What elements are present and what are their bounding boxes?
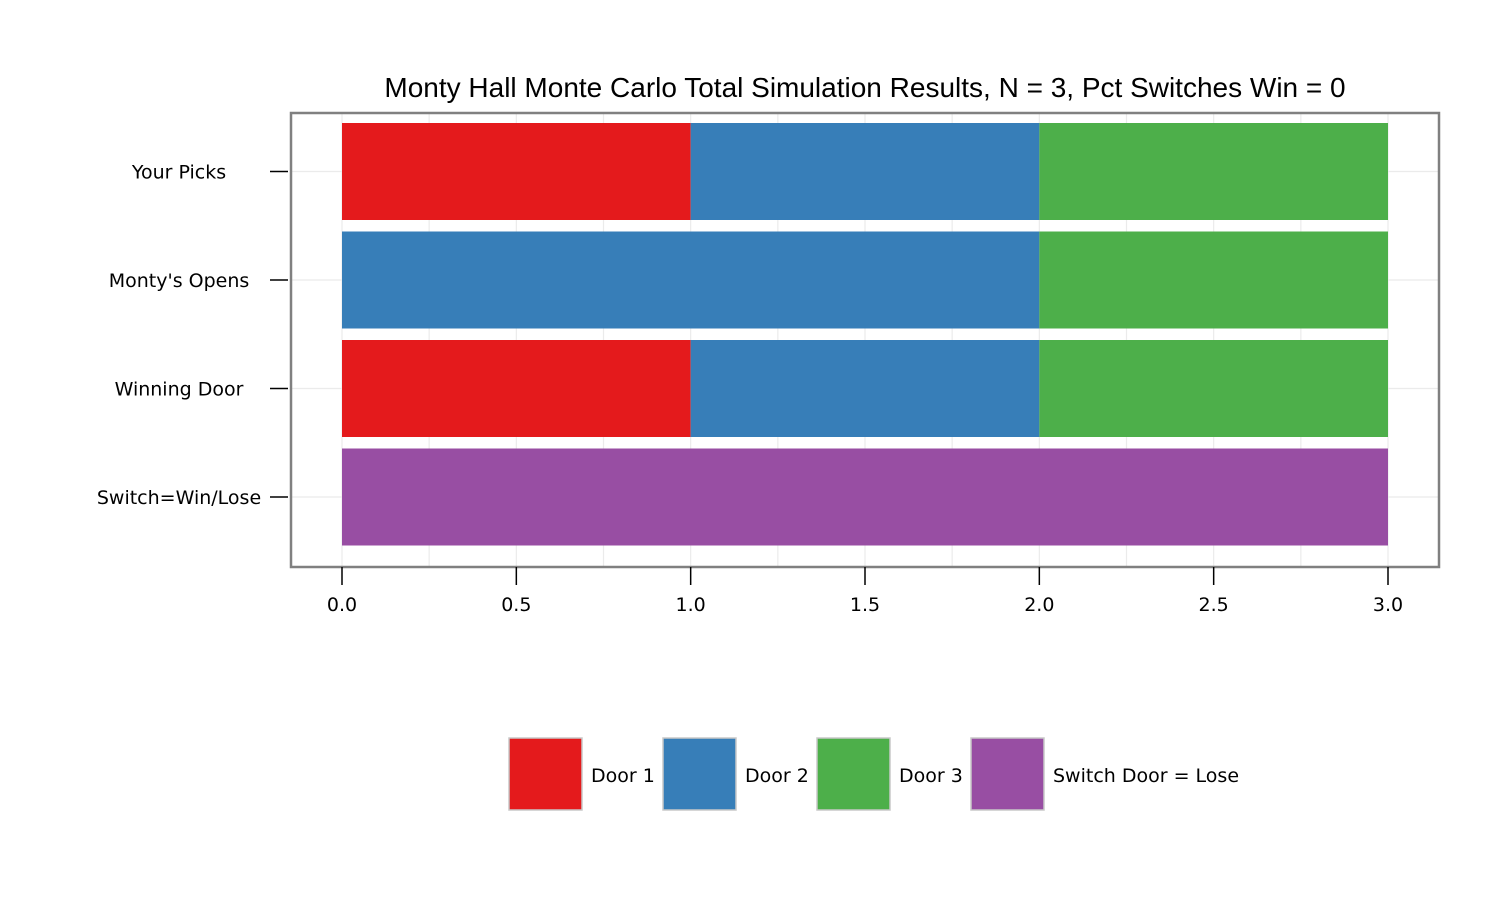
y-tick-label: Your Picks bbox=[131, 162, 226, 184]
y-tick-label: Monty's Opens bbox=[109, 270, 250, 292]
legend-swatch-door-1 bbox=[508, 737, 583, 811]
bar-winning-door-door-3 bbox=[1039, 340, 1388, 437]
bar-your-picks-door-3 bbox=[1039, 123, 1388, 220]
bar-your-picks-door-1 bbox=[342, 123, 691, 220]
x-tick-label: 1.0 bbox=[676, 594, 706, 616]
legend-swatch-door-2 bbox=[662, 737, 737, 811]
bar-switch-win-lose-switch-door-lose bbox=[342, 448, 1388, 546]
legend-swatch-door-3 bbox=[816, 737, 891, 811]
y-axis: Your Picks Monty's Opens Winning Door Switc… bbox=[97, 162, 288, 509]
bar-winning-door-door-2 bbox=[690, 340, 1040, 437]
y-tick-label: Winning Door bbox=[115, 379, 244, 401]
y-tick-label: Switch=Win/Lose bbox=[97, 487, 261, 509]
bar-your-picks-door-2 bbox=[690, 123, 1040, 220]
legend-label-door-3: Door 3 bbox=[899, 765, 963, 787]
x-tick-label: 0.0 bbox=[327, 594, 357, 616]
bar-monty-s-opens-door-3 bbox=[1039, 231, 1388, 329]
bars bbox=[342, 123, 1388, 546]
legend: Door 1 Door 2 Door 3 Switch Door = Lose bbox=[508, 737, 1239, 811]
x-tick-label: 1.5 bbox=[850, 594, 880, 616]
legend-label-door-2: Door 2 bbox=[745, 765, 809, 787]
x-axis: 0.0 0.5 1.0 1.5 2.0 2.5 3.0 bbox=[327, 567, 1403, 616]
x-tick-label: 2.5 bbox=[1199, 594, 1229, 616]
x-tick-label: 2.0 bbox=[1024, 594, 1054, 616]
legend-swatch-switch-door-lose bbox=[970, 737, 1045, 811]
chart-title: Monty Hall Monte Carlo Total Simulation … bbox=[384, 72, 1345, 103]
x-tick-label: 3.0 bbox=[1373, 594, 1403, 616]
bar-monty-s-opens-door-2 bbox=[342, 231, 1040, 329]
x-tick-label: 0.5 bbox=[501, 594, 531, 616]
bar-winning-door-door-1 bbox=[342, 340, 691, 437]
legend-label-switch-door-lose: Switch Door = Lose bbox=[1053, 765, 1239, 787]
legend-label-door-1: Door 1 bbox=[591, 765, 655, 787]
